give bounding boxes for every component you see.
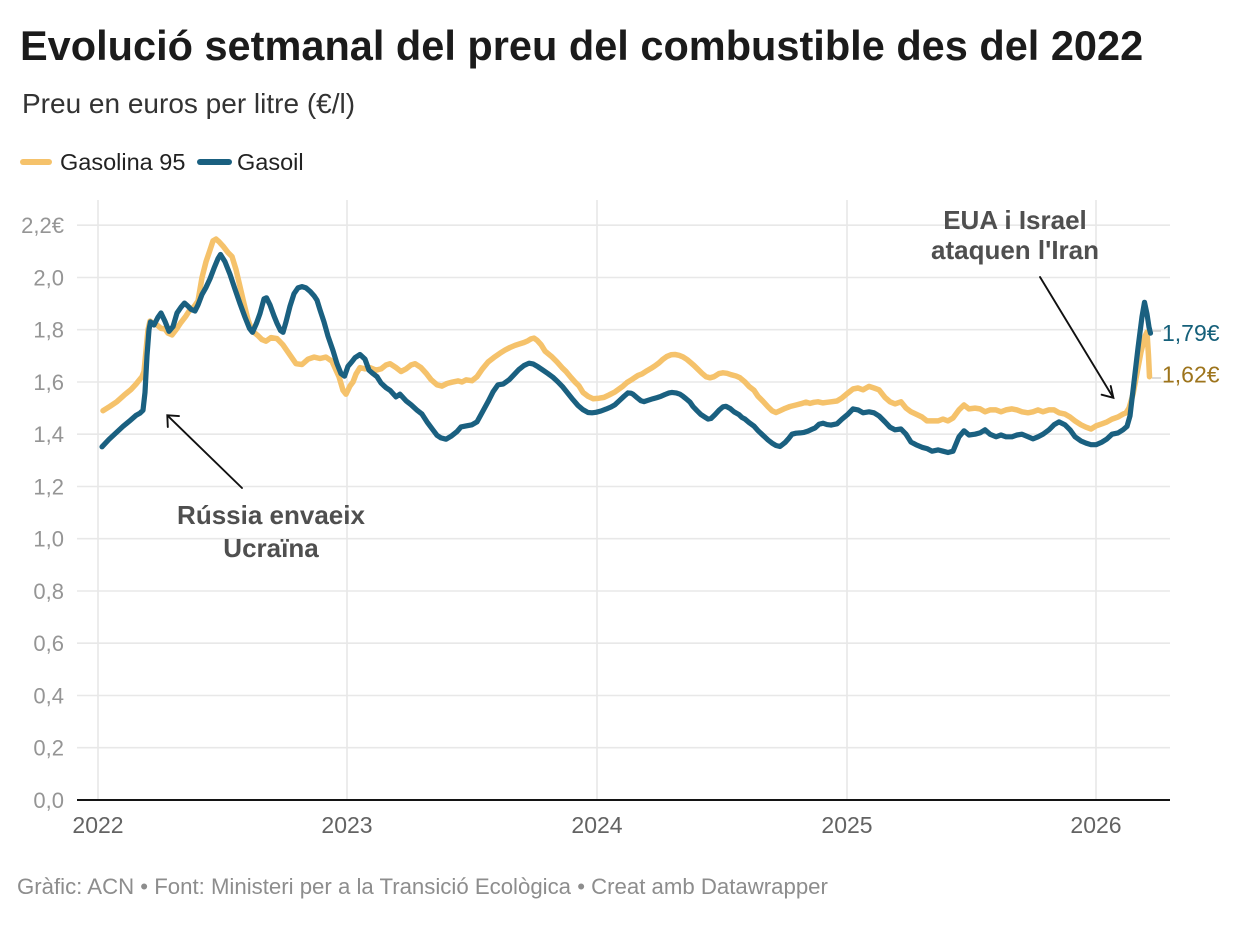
svg-text:2,2€: 2,2€	[21, 213, 64, 238]
svg-text:Gasoil: Gasoil	[237, 149, 304, 175]
svg-text:2024: 2024	[571, 812, 622, 838]
svg-text:1,0: 1,0	[33, 527, 64, 552]
svg-text:2022: 2022	[72, 812, 123, 838]
svg-text:ataquen l'Iran: ataquen l'Iran	[931, 235, 1099, 265]
svg-text:Preu en euros per litre (€/l): Preu en euros per litre (€/l)	[22, 88, 355, 119]
svg-text:1,8: 1,8	[33, 318, 64, 343]
svg-text:2023: 2023	[321, 812, 372, 838]
svg-text:1,2: 1,2	[33, 475, 64, 500]
svg-text:0,6: 0,6	[33, 631, 64, 656]
svg-text:Gràfic: ACN • Font: Ministeri: Gràfic: ACN • Font: Ministeri per a la T…	[17, 874, 829, 899]
svg-text:1,62€: 1,62€	[1162, 362, 1220, 388]
svg-text:Rússia envaeix: Rússia envaeix	[177, 500, 365, 530]
svg-text:2,0: 2,0	[33, 266, 64, 291]
svg-text:EUA i Israel: EUA i Israel	[943, 205, 1087, 235]
svg-text:2025: 2025	[821, 812, 872, 838]
svg-text:2026: 2026	[1070, 812, 1121, 838]
svg-text:0,8: 0,8	[33, 579, 64, 604]
svg-text:Gasolina 95: Gasolina 95	[60, 149, 185, 175]
svg-text:1,79€: 1,79€	[1162, 320, 1220, 346]
svg-text:Ucraïna: Ucraïna	[223, 533, 319, 563]
svg-text:1,6: 1,6	[33, 370, 64, 395]
svg-text:0,2: 0,2	[33, 736, 64, 761]
svg-text:0,4: 0,4	[33, 684, 64, 709]
svg-text:1,4: 1,4	[33, 422, 64, 447]
svg-text:Evolució setmanal del preu del: Evolució setmanal del preu del combustib…	[20, 22, 1143, 69]
svg-text:0,0: 0,0	[33, 788, 64, 813]
